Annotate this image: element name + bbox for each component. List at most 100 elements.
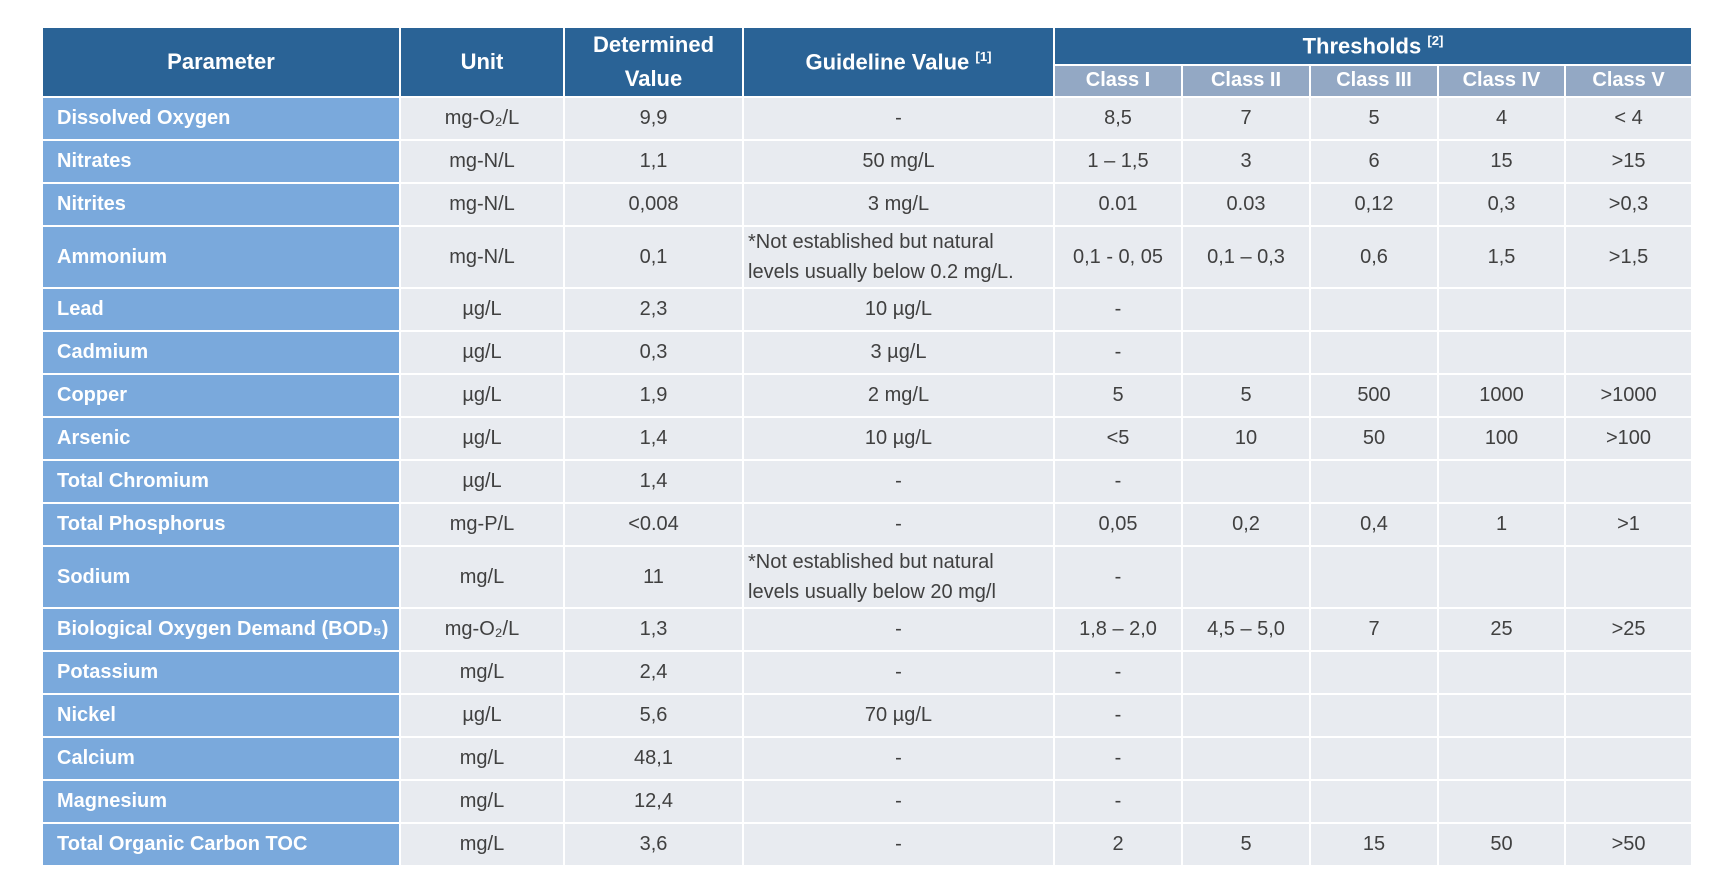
class-5-cell: >15 (1563, 139, 1694, 184)
class-1-cell: 2 (1053, 822, 1183, 867)
class-3-cell (1309, 459, 1439, 504)
determined-value-cell: 9,9 (563, 96, 744, 141)
guideline-value-cell: 3 µg/L (742, 330, 1055, 375)
determined-value-cell: 3,6 (563, 822, 744, 867)
class-4-cell: 100 (1437, 416, 1566, 461)
class-5-cell: >100 (1563, 416, 1694, 461)
class-3-cell (1309, 287, 1439, 332)
class-2-cell: 7 (1181, 96, 1311, 141)
class-5-cell (1563, 693, 1694, 738)
class-3-cell (1309, 779, 1439, 824)
class-2-cell: 5 (1181, 822, 1311, 867)
class-1-cell: 5 (1053, 373, 1183, 418)
guideline-value-cell: 10 µg/L (742, 287, 1055, 332)
header-class-4: Class IV (1437, 63, 1566, 99)
table-body: Dissolved Oxygen mg-O₂/L 9,9-8,5 7 5 4 < 4 Nitr… (41, 96, 1694, 867)
determined-value-cell: 1,9 (563, 373, 744, 418)
class-1-cell: - (1053, 650, 1183, 695)
class-5-cell: >1,5 (1563, 225, 1694, 289)
determined-value-cell: 2,3 (563, 287, 744, 332)
class-5-cell: >50 (1563, 822, 1694, 867)
class-4-cell (1437, 287, 1566, 332)
table-row: Ammonium mg-N/L 0,1 *Not established but na… (41, 225, 1694, 289)
class-1-cell: - (1053, 693, 1183, 738)
class-5-cell: < 4 (1563, 96, 1694, 141)
class-2-cell: 0.03 (1181, 182, 1311, 227)
param-cell: Sodium (41, 545, 401, 609)
class-4-cell: 25 (1437, 607, 1566, 652)
class-3-cell (1309, 330, 1439, 375)
param-cell: Nickel (41, 693, 401, 738)
class-3-cell (1309, 545, 1439, 609)
table-row: Sodium mg/L 11 *Not established but natural… (41, 545, 1694, 609)
class-4-cell (1437, 330, 1566, 375)
class-3-cell: 50 (1309, 416, 1439, 461)
guideline-value-cell: - (742, 459, 1055, 504)
guideline-value-cell: *Not established but natural levels usua… (742, 225, 1055, 289)
param-cell: Dissolved Oxygen (41, 96, 401, 141)
class-2-cell: 4,5 – 5,0 (1181, 607, 1311, 652)
header-class-5: Class V (1563, 63, 1694, 99)
class-2-cell (1181, 287, 1311, 332)
class-3-cell: 15 (1309, 822, 1439, 867)
determined-value-cell: 11 (563, 545, 744, 609)
class-4-cell: 1,5 (1437, 225, 1566, 289)
determined-value-cell: 5,6 (563, 693, 744, 738)
param-cell: Copper (41, 373, 401, 418)
determined-value-cell: 1,4 (563, 459, 744, 504)
unit-cell: µg/L (399, 693, 565, 738)
guideline-footnote-ref: [1] (975, 48, 992, 64)
class-3-cell (1309, 736, 1439, 781)
thresholds-footnote-ref: [2] (1427, 32, 1444, 48)
determined-value-cell: 0,008 (563, 182, 744, 227)
unit-cell: µg/L (399, 416, 565, 461)
class-1-cell: 0,05 (1053, 502, 1183, 547)
class-1-cell: - (1053, 545, 1183, 609)
class-1-cell: 1 – 1,5 (1053, 139, 1183, 184)
class-1-cell: - (1053, 459, 1183, 504)
class-5-cell (1563, 330, 1694, 375)
class-2-cell (1181, 459, 1311, 504)
param-cell: Nitrites (41, 182, 401, 227)
class-3-cell: 6 (1309, 139, 1439, 184)
class-2-cell: 0,1 – 0,3 (1181, 225, 1311, 289)
table-row: Nitrates mg-N/L 1,1 50 mg/L 1 – 1,5 3 6 15 >15 (41, 139, 1694, 184)
determined-value-cell: 1,3 (563, 607, 744, 652)
unit-cell: mg-N/L (399, 225, 565, 289)
table-header: Parameter Unit Determined Value Guidelin… (41, 26, 1694, 99)
class-5-cell (1563, 287, 1694, 332)
class-1-cell: - (1053, 287, 1183, 332)
header-class-1: Class I (1053, 63, 1183, 99)
class-2-cell: 10 (1181, 416, 1311, 461)
table-row: Arsenic µg/L 1,4 10 µg/L <5 10 50 100 >100 (41, 416, 1694, 461)
guideline-value-cell: - (742, 736, 1055, 781)
param-cell: Total Chromium (41, 459, 401, 504)
unit-cell: µg/L (399, 287, 565, 332)
thresholds-label: Thresholds (1302, 33, 1422, 58)
class-2-cell: 3 (1181, 139, 1311, 184)
table-row: Total Organic Carbon TOC mg/L 3,6-2 5 15 50 >5… (41, 822, 1694, 867)
table-row: Copper µg/L 1,9 2 mg/L 5 5 500 1000 >1000 (41, 373, 1694, 418)
param-cell: Magnesium (41, 779, 401, 824)
guideline-value-cell: *Not established but natural levels usua… (742, 545, 1055, 609)
table-row: Cadmium µg/L 0,3 3 µg/L - (41, 330, 1694, 375)
unit-cell: mg-O₂/L (399, 607, 565, 652)
class-5-cell: >25 (1563, 607, 1694, 652)
header-class-3: Class III (1309, 63, 1439, 99)
param-cell: Lead (41, 287, 401, 332)
param-cell: Calcium (41, 736, 401, 781)
table-row: Nickel µg/L 5,6 70 µg/L - (41, 693, 1694, 738)
water-quality-table: Parameter Unit Determined Value Guidelin… (41, 26, 1694, 867)
class-4-cell (1437, 779, 1566, 824)
class-1-cell: 0.01 (1053, 182, 1183, 227)
unit-cell: µg/L (399, 459, 565, 504)
header-guideline-value: Guideline Value [1] (742, 26, 1055, 98)
class-4-cell: 1000 (1437, 373, 1566, 418)
class-4-cell: 4 (1437, 96, 1566, 141)
param-cell: Nitrates (41, 139, 401, 184)
class-4-cell (1437, 693, 1566, 738)
class-4-cell (1437, 650, 1566, 695)
guideline-value-cell: 3 mg/L (742, 182, 1055, 227)
class-3-cell: 0,6 (1309, 225, 1439, 289)
determined-value-cell: 12,4 (563, 779, 744, 824)
